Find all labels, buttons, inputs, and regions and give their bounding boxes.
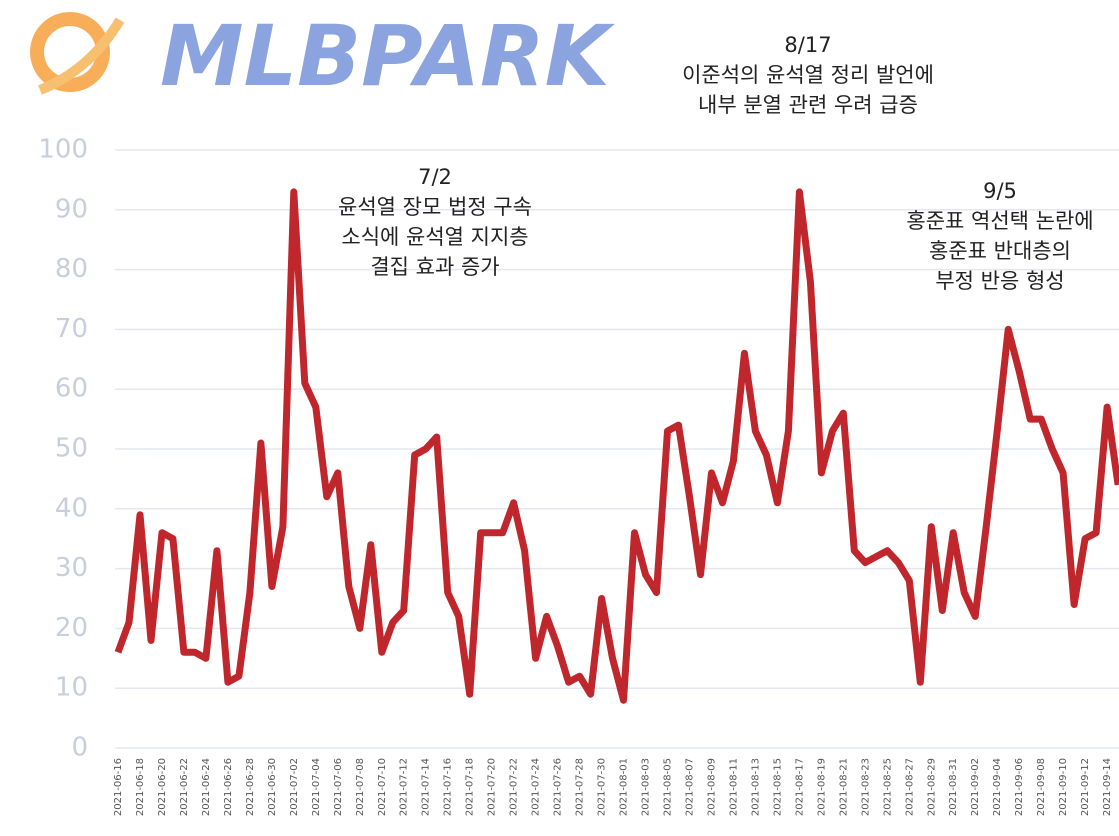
x-tick-label: 2021-07-20 <box>487 758 498 816</box>
x-tick-label: 2021-07-22 <box>509 758 520 816</box>
x-tick-label: 2021-07-18 <box>465 758 476 816</box>
annotation: 소식에 윤석열 지지층 <box>341 225 528 249</box>
x-tick-label: 2021-09-12 <box>1080 758 1091 816</box>
x-tick-label: 2021-08-21 <box>838 758 849 816</box>
y-tick-label: 10 <box>55 673 88 703</box>
y-tick-label: 70 <box>55 314 88 344</box>
annotation: 8/17 <box>784 33 831 57</box>
y-tick-label: 20 <box>55 613 88 643</box>
x-tick-label: 2021-06-16 <box>113 758 124 816</box>
x-tick-label: 2021-09-06 <box>1014 758 1025 816</box>
x-tick-label: 2021-07-28 <box>575 758 586 816</box>
x-tick-label: 2021-07-26 <box>553 758 564 816</box>
x-tick-label: 2021-08-17 <box>794 758 805 816</box>
y-tick-label: 90 <box>55 194 88 224</box>
x-tick-label: 2021-08-11 <box>728 758 739 816</box>
x-tick-label: 2021-07-02 <box>289 758 300 816</box>
x-tick-label: 2021-08-05 <box>663 758 674 816</box>
x-tick-label: 2021-07-08 <box>355 758 366 816</box>
x-tick-label: 2021-07-14 <box>421 758 432 816</box>
x-tick-label: 2021-08-19 <box>816 758 827 816</box>
x-tick-label: 2021-08-29 <box>926 758 937 816</box>
x-tick-label: 2021-08-25 <box>882 758 893 816</box>
x-tick-label: 2021-09-02 <box>970 758 981 816</box>
x-tick-label: 2021-07-10 <box>377 758 388 816</box>
x-tick-label: 2021-07-04 <box>311 758 322 816</box>
y-tick-label: 100 <box>38 135 88 165</box>
x-tick-label: 2021-09-14 <box>1102 758 1113 816</box>
annotation: 7/2 <box>418 165 452 189</box>
x-tick-label: 2021-09-04 <box>992 758 1003 816</box>
annotation: 결집 효과 증가 <box>370 255 499 279</box>
x-tick-label: 2021-07-30 <box>597 758 608 816</box>
x-tick-label: 2021-06-20 <box>157 758 168 816</box>
x-tick-label: 2021-06-18 <box>135 758 146 816</box>
x-tick-label: 2021-08-15 <box>772 758 783 816</box>
y-tick-label: 80 <box>55 254 88 284</box>
x-tick-label: 2021-06-22 <box>179 758 190 816</box>
line <box>114 188 1119 704</box>
x-tick-label: 2021-08-31 <box>948 758 959 816</box>
x-tick-label: 2021-06-30 <box>267 758 278 816</box>
x-tick-label: 2021-08-01 <box>619 758 630 816</box>
x-tick-label: 2021-07-16 <box>443 758 454 816</box>
annotation: 이준석의 윤석열 정리 발언에 <box>682 63 934 87</box>
x-tick-label: 2021-08-09 <box>706 758 717 816</box>
x-tick-label: 2021-08-23 <box>860 758 871 816</box>
x-tick-label: 2021-08-13 <box>750 758 761 816</box>
x-tick-label: 2021-08-27 <box>904 758 915 816</box>
x-tick-label: 2021-09-08 <box>1036 758 1047 816</box>
x-tick-label: 2021-08-07 <box>684 758 695 816</box>
logo: MLBPARK <box>160 7 616 105</box>
annotation: 내부 분열 관련 우려 급증 <box>698 93 918 117</box>
logo-icon <box>30 12 125 95</box>
x-tick-label: 2021-08-03 <box>641 758 652 816</box>
x-tick-label: 2021-07-12 <box>399 758 410 816</box>
y-tick-label: 60 <box>55 374 88 404</box>
annotation: 부정 반응 형성 <box>935 269 1064 293</box>
y-tick-label: 50 <box>55 434 88 464</box>
x-tick-label: 2021-09-10 <box>1058 758 1069 816</box>
x-tick-label: 2021-06-28 <box>245 758 256 816</box>
y-tick-label: 30 <box>55 553 88 583</box>
annotation: 9/5 <box>983 179 1017 203</box>
y-tick-label: 0 <box>71 733 88 763</box>
x-tick-label: 2021-07-06 <box>333 758 344 816</box>
annotation: 윤석열 장모 법정 구속 <box>338 195 532 219</box>
x-tick-label: 2021-06-26 <box>223 758 234 816</box>
y-tick-label: 40 <box>55 493 88 523</box>
x-tick-label: 2021-06-24 <box>201 758 212 816</box>
annotation: 홍준표 반대층의 <box>929 239 1071 263</box>
x-tick-label: 2021-07-24 <box>531 758 542 816</box>
annotation: 홍준표 역선택 논란에 <box>906 209 1093 233</box>
